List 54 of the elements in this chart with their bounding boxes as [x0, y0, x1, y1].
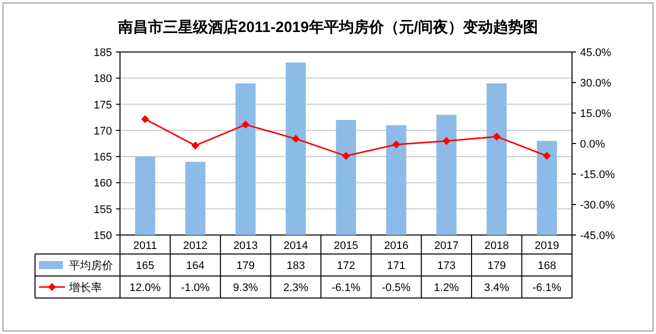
point [191, 142, 200, 150]
x-tick-label: 2012 [183, 240, 208, 252]
data-label: -1.0% [180, 282, 210, 294]
y-tick-label: 150 [94, 230, 112, 242]
data-label: 12.0% [130, 282, 161, 294]
y2-tick-label: 45.0% [580, 47, 612, 59]
data-label: 179 [487, 260, 506, 272]
y-tick-label: 160 [94, 178, 112, 190]
y2-tick-label: 30.0% [580, 78, 612, 90]
data-label: 168 [538, 260, 556, 272]
y2-tick-label: -45.0% [580, 230, 616, 242]
point [141, 115, 150, 124]
data-label: 164 [186, 260, 205, 272]
data-label: 179 [236, 260, 255, 272]
data-label: 173 [437, 260, 456, 272]
point [242, 120, 250, 129]
data-label: -6.1% [532, 282, 562, 294]
x-tick-label: 2011 [133, 240, 157, 252]
y-tick-label: 185 [94, 47, 112, 59]
point [292, 134, 300, 143]
data-label: 165 [136, 260, 154, 272]
x-tick-label: 2015 [334, 240, 358, 252]
x-tick-label: 2014 [284, 240, 308, 252]
point [542, 152, 551, 160]
y-tick-label: 180 [94, 73, 112, 86]
chart-title: 南昌市三星级酒店2011-2019年平均房价（元/间夜）变动趋势图 [116, 18, 538, 36]
data-label: 183 [286, 260, 305, 272]
x-tick-label: 2013 [233, 240, 258, 252]
data-label: 2.3% [283, 282, 309, 294]
x-tick-label: 2016 [384, 240, 408, 252]
point [342, 152, 350, 160]
data-label: -6.1% [332, 282, 361, 294]
point [392, 140, 400, 149]
y2-tick-label: 0.0% [580, 138, 606, 150]
legend-label: 增长率 [68, 281, 102, 294]
data-label: 172 [336, 260, 356, 272]
data-label: -0.5% [382, 282, 411, 294]
y-tick-label: 165 [94, 152, 112, 164]
x-tick-label: 2017 [434, 240, 459, 252]
legend-label: 平均房价 [69, 259, 113, 272]
data-label: 3.4% [484, 282, 510, 294]
y2-tick-label: -30.0% [580, 200, 616, 212]
y-tick-label: 155 [94, 204, 112, 216]
x-tick-label: 2019 [534, 240, 560, 252]
y-tick-label: 175 [94, 99, 112, 112]
data-label: 1.2% [434, 282, 460, 294]
point [492, 132, 501, 141]
y2-tick-label: -15.0% [580, 169, 616, 181]
data-label: 9.3% [233, 282, 258, 294]
y-tick-label: 170 [94, 125, 112, 138]
y2-tick-label: 15.0% [580, 108, 612, 120]
x-tick-label: 2018 [484, 240, 509, 252]
point [442, 137, 450, 146]
data-label: 171 [387, 260, 406, 272]
